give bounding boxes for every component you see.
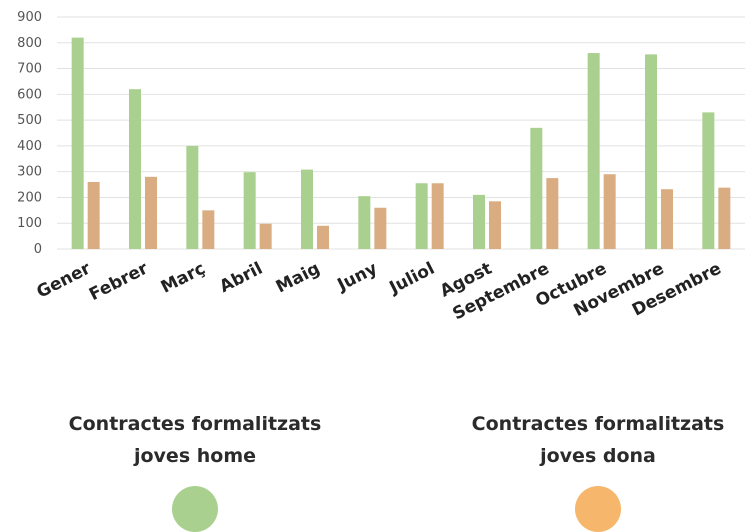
bar-home <box>702 112 715 249</box>
bar-home <box>358 196 371 249</box>
bar-dona <box>87 181 100 249</box>
legend-label-dona: Contractes formalitzats joves dona <box>438 408 750 472</box>
bar-home <box>530 127 543 249</box>
y-tick-label: 100 <box>17 216 42 231</box>
legend-dona-line1: Contractes formalitzats <box>471 413 725 435</box>
bar-dona <box>431 183 444 249</box>
bar-home <box>473 194 485 249</box>
bar-home <box>243 172 256 249</box>
bar-home <box>186 145 199 249</box>
bar-home <box>129 89 141 249</box>
gridlines <box>57 16 745 250</box>
legend-home-line1: Contractes formalitzats <box>68 413 322 435</box>
legend-dona-line2: joves dona <box>540 445 656 467</box>
y-tick-label: 0 <box>34 242 42 257</box>
legend-item-dona: Contractes formalitzats joves dona <box>438 408 750 532</box>
bar-chart: 0 100 200 300 400 500 600 700 800 900 GenerFebrer… <box>17 10 745 324</box>
bar-dona <box>259 223 272 249</box>
x-tick-label: Febrer <box>86 258 152 305</box>
y-tick-label: 400 <box>17 139 42 154</box>
x-tick-label: Maig <box>273 259 323 298</box>
bar-home <box>645 54 657 249</box>
x-tick-label: Març <box>158 259 209 298</box>
bar-home <box>301 169 313 249</box>
bar-dona <box>374 207 387 249</box>
bar-dona <box>317 225 329 249</box>
legend-swatch-dona <box>575 486 621 532</box>
bar-dona <box>202 210 215 249</box>
bar-dona <box>489 201 501 249</box>
x-tick-label: Abril <box>216 259 266 297</box>
bar-dona <box>145 176 157 249</box>
y-tick-label: 700 <box>17 62 42 77</box>
bar-dona <box>718 187 731 249</box>
y-tick-label: 800 <box>17 36 42 51</box>
bar-home <box>415 183 428 249</box>
bar-dona <box>661 189 673 249</box>
y-axis-ticks: 0 100 200 300 400 500 600 700 800 900 <box>17 10 42 257</box>
bar-home <box>587 53 600 249</box>
legend-home-line2: joves home <box>133 445 257 467</box>
bars <box>71 37 731 249</box>
bar-dona <box>603 174 616 249</box>
legend-label-home: Contractes formalitzats joves home <box>35 408 355 472</box>
y-tick-label: 300 <box>17 165 42 180</box>
y-tick-label: 900 <box>17 10 42 25</box>
x-tick-label: Gener <box>34 258 95 302</box>
bar-home <box>71 37 84 249</box>
bar-dona <box>546 178 559 249</box>
legend-item-home: Contractes formalitzats joves home <box>35 408 355 532</box>
y-tick-label: 200 <box>17 190 42 205</box>
legend-swatch-home <box>172 486 218 532</box>
x-tick-label: Juny <box>334 259 381 296</box>
x-tick-label: Juliol <box>386 259 438 299</box>
y-tick-label: 500 <box>17 113 42 128</box>
y-tick-label: 600 <box>17 87 42 102</box>
